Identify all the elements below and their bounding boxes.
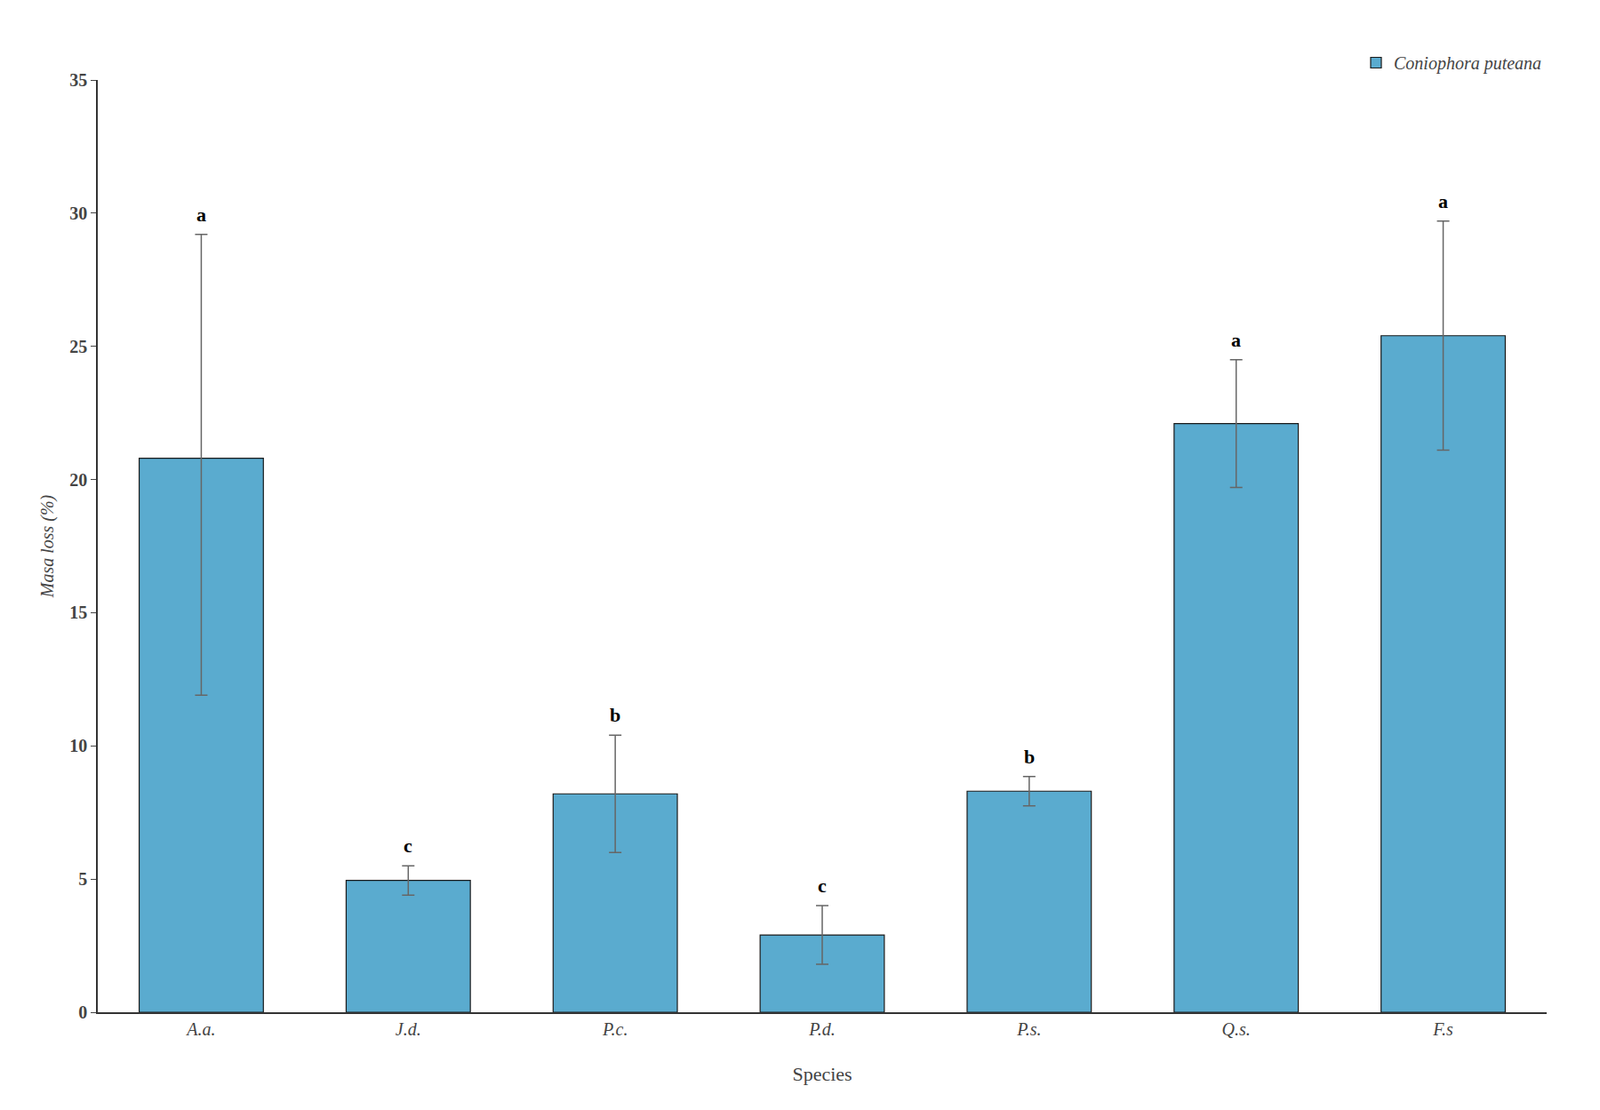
svg-text:P.s.: P.s. — [1016, 1019, 1041, 1040]
svg-text:F.s: F.s — [1432, 1019, 1454, 1040]
svg-text:30: 30 — [69, 203, 88, 224]
svg-text:a: a — [1231, 328, 1241, 352]
svg-text:Coniophora puteana: Coniophora puteana — [1393, 53, 1542, 74]
svg-text:A.a.: A.a. — [184, 1019, 216, 1040]
svg-text:5: 5 — [78, 869, 88, 889]
svg-text:10: 10 — [69, 736, 88, 756]
svg-text:Masa loss (%): Masa loss (%) — [37, 494, 58, 599]
svg-text:b: b — [609, 704, 621, 727]
svg-text:b: b — [1024, 745, 1035, 768]
svg-text:c: c — [403, 834, 413, 857]
svg-text:P.d.: P.d. — [808, 1019, 836, 1040]
svg-text:c: c — [817, 874, 827, 897]
svg-text:a: a — [1438, 190, 1448, 213]
svg-text:Q.s.: Q.s. — [1222, 1019, 1251, 1040]
svg-text:Species: Species — [792, 1063, 852, 1086]
svg-text:a: a — [196, 203, 207, 226]
svg-text:P.c.: P.c. — [601, 1019, 629, 1040]
svg-text:25: 25 — [69, 336, 88, 357]
svg-text:0: 0 — [78, 1002, 88, 1023]
svg-text:J.d.: J.d. — [395, 1019, 422, 1040]
svg-text:35: 35 — [69, 70, 88, 90]
svg-text:20: 20 — [69, 470, 88, 490]
svg-text:15: 15 — [69, 602, 88, 623]
